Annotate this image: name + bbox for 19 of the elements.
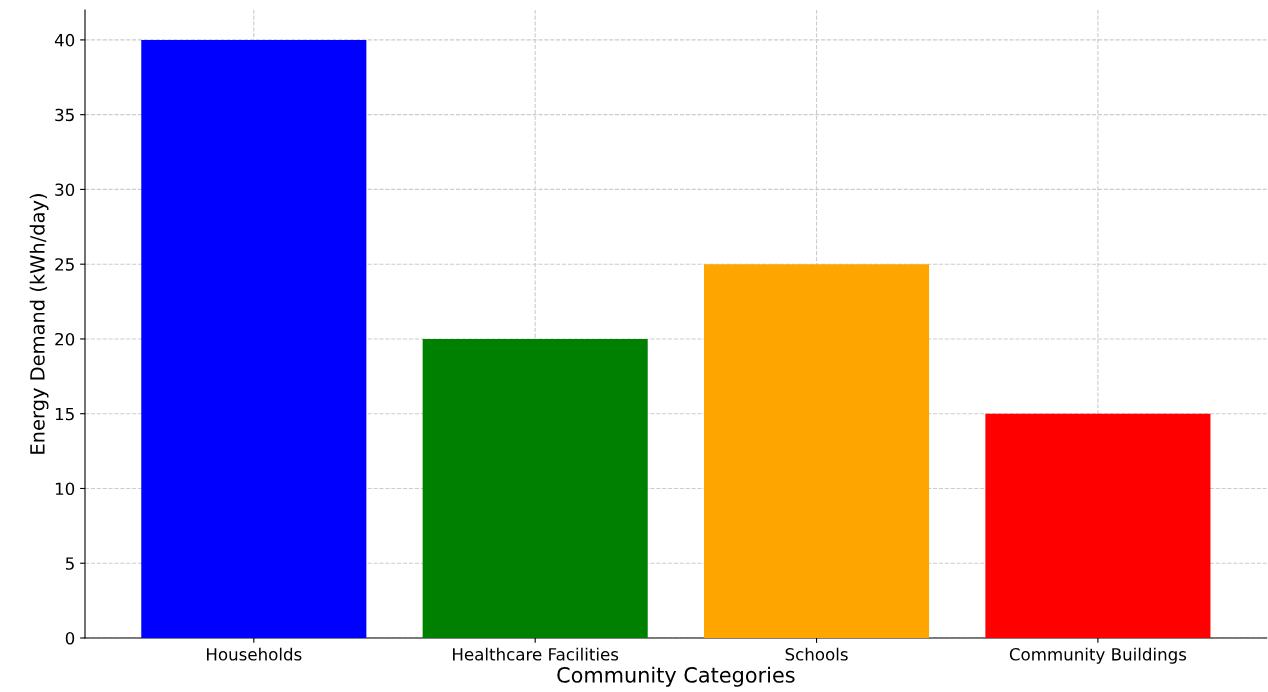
bar xyxy=(985,413,1211,638)
x-tick-label: Community Buildings xyxy=(1009,647,1187,664)
bar xyxy=(704,264,930,638)
x-tick-label: Households xyxy=(207,647,302,661)
y-tick-label: 25 xyxy=(55,258,74,271)
bar xyxy=(422,338,648,638)
y-tick-label: 15 xyxy=(55,407,74,421)
y-tick-label: 0 xyxy=(65,631,75,645)
x-axis-title: Community Categories xyxy=(557,666,795,687)
y-tick-label: 35 xyxy=(55,108,74,122)
x-tick-label: Schools xyxy=(785,647,848,661)
y-tick-label: 30 xyxy=(55,183,75,196)
y-tick-label: 20 xyxy=(55,332,75,346)
y-axis-title: Energy Demand (kWh/day) xyxy=(29,194,49,454)
x-tick-label: Healthcare Facilities xyxy=(453,647,619,661)
y-tick-label: 40 xyxy=(54,33,75,47)
y-tick-label: 10 xyxy=(55,482,75,496)
bar xyxy=(141,39,367,638)
y-tick-label: 5 xyxy=(65,557,74,570)
